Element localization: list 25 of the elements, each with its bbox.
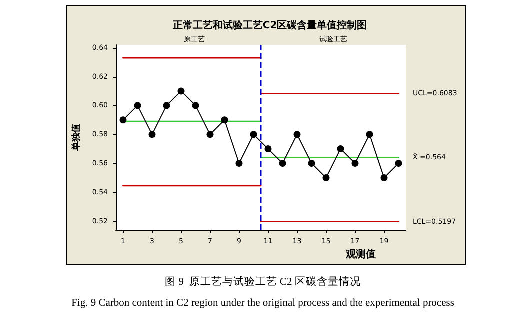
point (163, 102, 170, 110)
point (148, 131, 156, 138)
caption: 图 9 原工艺与试验工艺 C2 区碳含量情况 (165, 275, 361, 288)
point (395, 160, 402, 168)
point (250, 131, 258, 138)
y-axis-title: 单独值 (71, 124, 82, 152)
point (380, 174, 388, 182)
point (120, 116, 127, 124)
point (308, 160, 316, 168)
point (221, 116, 228, 124)
chart-title: 正常工艺和试验工艺C2区碳含量单值控制图 (172, 20, 368, 32)
point (352, 160, 359, 168)
point (279, 160, 286, 168)
caption: Fig. 9 Carbon content in C2 region under the original process and the experimental process (72, 298, 454, 309)
point (192, 102, 200, 110)
point (178, 88, 185, 95)
point (366, 131, 374, 138)
point (264, 146, 272, 153)
point (337, 146, 344, 153)
point (322, 174, 330, 182)
point (134, 102, 142, 110)
x-axis-title: 观测值 (345, 248, 376, 260)
point (294, 131, 301, 138)
point (236, 160, 243, 168)
point (206, 131, 214, 138)
